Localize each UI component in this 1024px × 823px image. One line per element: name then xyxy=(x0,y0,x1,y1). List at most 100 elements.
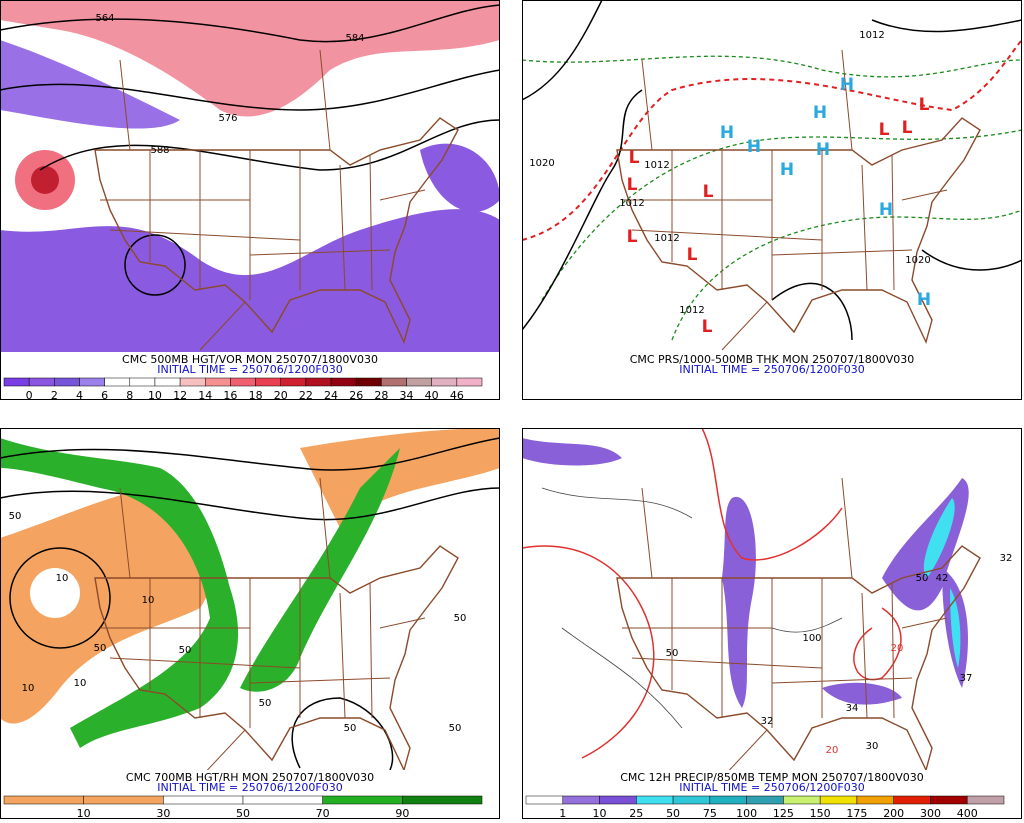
contour-label: 37 xyxy=(960,673,973,684)
contour-label: 50 xyxy=(344,723,357,734)
moist-hole xyxy=(30,568,80,618)
colorbar-swatch xyxy=(305,377,332,387)
thickness-contour xyxy=(522,55,1022,341)
colorbar-swatch xyxy=(819,795,858,805)
contour-label: 584 xyxy=(345,33,364,44)
colorbar-swatch xyxy=(636,795,674,805)
init-time: INITIAL TIME = 250706/1200F030 xyxy=(157,781,342,794)
colorbar-label: 18 xyxy=(249,389,263,402)
colorbar-swatch xyxy=(783,795,821,805)
dry-area xyxy=(0,487,212,724)
country-outline xyxy=(616,117,981,345)
colorbar-label: 90 xyxy=(395,807,409,819)
colorbar-swatch xyxy=(242,795,323,805)
colorbar-swatch xyxy=(456,377,483,387)
contour-label: L xyxy=(687,245,698,265)
colorbar-swatch xyxy=(255,377,281,387)
init-time: INITIAL TIME = 250706/1200F030 xyxy=(679,363,864,376)
temperature-contour xyxy=(522,428,902,759)
colorbar-label: 22 xyxy=(299,389,313,402)
colorbar-swatch xyxy=(562,795,600,805)
contour-label: 10 xyxy=(22,683,35,694)
contour-label: 1020 xyxy=(905,255,930,266)
height-contour xyxy=(9,547,111,649)
colorbar-swatch xyxy=(230,377,256,387)
contour-label: 576 xyxy=(218,113,237,124)
contour-label: 32 xyxy=(761,716,774,727)
colorbar-label: 40 xyxy=(425,389,439,402)
moist-area xyxy=(240,448,400,692)
colorbar-swatch xyxy=(179,377,206,387)
colorbar-label: 175 xyxy=(846,807,867,819)
contour-label: 50 xyxy=(449,723,462,734)
colorbar-label: 2 xyxy=(51,389,58,402)
contour-label: 1012 xyxy=(644,160,669,171)
contour-label: 1012 xyxy=(679,305,704,316)
colorbar-swatch xyxy=(104,377,131,387)
init-time: INITIAL TIME = 250706/1200F030 xyxy=(157,363,342,376)
contour-label: H xyxy=(813,103,827,123)
vorticity-area xyxy=(420,143,500,212)
colorbar-swatch xyxy=(322,795,403,805)
init-time: INITIAL TIME = 250706/1200F030 xyxy=(679,781,864,794)
colorbar-swatch xyxy=(79,377,105,387)
contour-label: 10 xyxy=(142,595,155,606)
contour-label: L xyxy=(703,182,714,202)
contour-label: 30 xyxy=(866,741,879,752)
thickness-contour xyxy=(522,39,1022,241)
contour-label: 10 xyxy=(56,573,69,584)
colorbar-swatch xyxy=(129,377,156,387)
country-outline xyxy=(94,117,459,345)
colorbar-swatch xyxy=(856,795,894,805)
colorbar-swatch xyxy=(83,795,164,805)
contour-label: 100 xyxy=(802,633,821,644)
colorbar-label: 200 xyxy=(883,807,904,819)
contour-label: H xyxy=(840,75,854,95)
contour-label: 50 xyxy=(916,573,929,584)
contour-label: 32 xyxy=(1000,553,1013,564)
panel: 50 10 10 50 50 50 10 50 50 50 10 CMC 700MB HGT/RH M… xyxy=(0,428,500,820)
colorbar-swatch xyxy=(672,795,711,805)
precip-heavy xyxy=(950,588,961,668)
colorbar-label: 10 xyxy=(148,389,162,402)
colorbar-label: 50 xyxy=(666,807,680,819)
colorbar-label: 24 xyxy=(324,389,338,402)
colorbar-label: 6 xyxy=(101,389,108,402)
vorticity-max xyxy=(0,0,500,117)
colorbar-swatch xyxy=(355,377,382,387)
colorbar-swatch xyxy=(709,795,747,805)
contour-label: 34 xyxy=(846,703,859,714)
colorbar-label: 0 xyxy=(26,389,33,402)
contour-label: H xyxy=(720,123,734,143)
precip-area xyxy=(822,682,902,705)
moist-area xyxy=(0,438,239,748)
map: 564 584 576 588 xyxy=(0,0,500,352)
caption: CMC 12H PRECIP/850MB TEMP MON 250707/180… xyxy=(620,771,924,784)
colorbar-swatch xyxy=(525,795,564,805)
caption: CMC PRS/1000-500MB THK MON 250707/1800V0… xyxy=(630,353,915,366)
height-contour xyxy=(0,437,500,770)
contour-label: 20 xyxy=(826,745,839,756)
contour-label: H xyxy=(747,137,761,157)
state-lines xyxy=(622,49,948,351)
state-lines xyxy=(100,49,426,351)
contour-label: 10 xyxy=(74,678,87,689)
colorbar-swatch xyxy=(431,377,458,387)
colorbar-swatch xyxy=(28,377,55,387)
state-lines xyxy=(622,477,948,770)
contour-label: L xyxy=(627,175,638,195)
colorbar-label: 12 xyxy=(173,389,187,402)
colorbar-swatch xyxy=(280,377,307,387)
contour-label: 1012 xyxy=(654,233,679,244)
caption: CMC 700MB HGT/RH MON 250707/1800V030 xyxy=(126,771,374,784)
colorbar-label: 28 xyxy=(374,389,388,402)
colorbar-label: 125 xyxy=(773,807,794,819)
colorbar-label: 70 xyxy=(316,807,330,819)
colorbar-swatch xyxy=(406,377,432,387)
contour-label: 50 xyxy=(179,645,192,656)
precip-area xyxy=(522,438,622,466)
contour-label: H xyxy=(816,140,830,160)
state-lines xyxy=(100,477,426,770)
